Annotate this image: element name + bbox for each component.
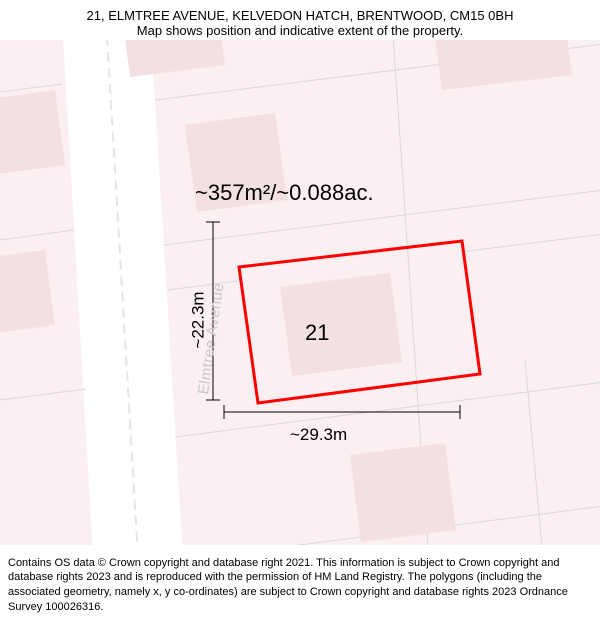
parcel-line — [0, 389, 86, 400]
building — [430, 40, 572, 90]
header: 21, ELMTREE AVENUE, KELVEDON HATCH, BREN… — [0, 0, 600, 42]
map-svg — [0, 40, 600, 545]
width-dimension-label: ~29.3m — [290, 425, 347, 445]
building — [0, 250, 55, 335]
parcel-line — [175, 380, 600, 437]
page-subtitle: Map shows position and indicative extent… — [10, 23, 590, 38]
parcel-line — [460, 232, 600, 252]
road — [62, 40, 185, 545]
area-label: ~357m²/~0.088ac. — [195, 180, 374, 206]
building — [350, 443, 456, 542]
page-title: 21, ELMTREE AVENUE, KELVEDON HATCH, BREN… — [10, 8, 590, 23]
building — [120, 40, 225, 77]
building — [0, 90, 65, 175]
parcel-line — [0, 230, 74, 240]
parcel-line — [525, 360, 545, 545]
footer: Contains OS data © Crown copyright and d… — [0, 550, 600, 625]
building — [280, 273, 402, 376]
plot-number: 21 — [305, 320, 329, 346]
map-area: ~357m²/~0.088ac. ~22.3m ~29.3m 21 Elmtre… — [0, 40, 600, 545]
